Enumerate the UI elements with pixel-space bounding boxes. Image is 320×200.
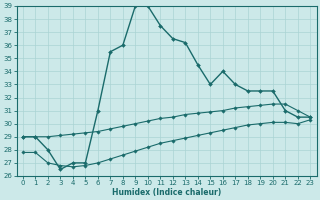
X-axis label: Humidex (Indice chaleur): Humidex (Indice chaleur) (112, 188, 221, 197)
